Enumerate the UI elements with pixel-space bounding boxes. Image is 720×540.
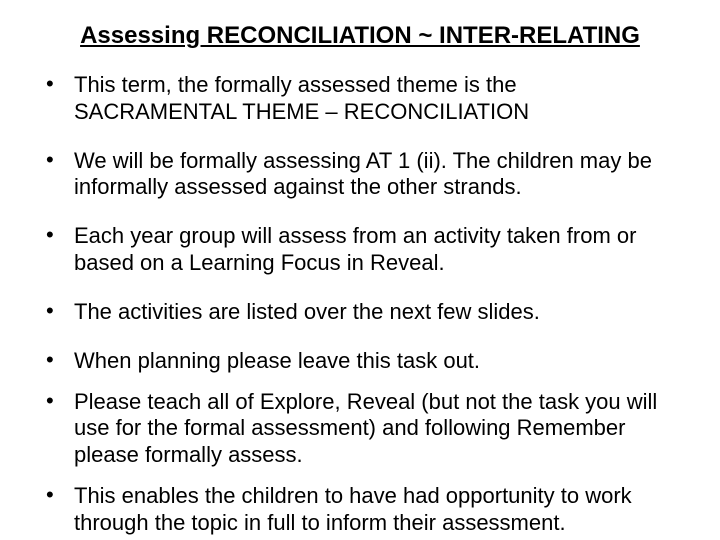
bullet-text: We will be formally assessing AT 1 (ii).… (74, 148, 652, 200)
bullet-list: This term, the formally assessed theme i… (40, 72, 680, 537)
bullet-text: This enables the children to have had op… (74, 483, 632, 535)
slide-title: Assessing RECONCILIATION ~ INTER-RELATIN… (40, 22, 680, 50)
bullet-text: This term, the formally assessed theme i… (74, 72, 529, 124)
list-item: This term, the formally assessed theme i… (40, 72, 680, 126)
bullet-text: When planning please leave this task out… (74, 348, 480, 373)
list-item: Please teach all of Explore, Reveal (but… (40, 389, 680, 469)
bullet-text: The activities are listed over the next … (74, 299, 540, 324)
list-item: We will be formally assessing AT 1 (ii).… (40, 148, 680, 202)
bullet-text: Please teach all of Explore, Reveal (but… (74, 389, 657, 468)
bullet-text: Each year group will assess from an acti… (74, 223, 636, 275)
list-item: This enables the children to have had op… (40, 483, 680, 537)
list-item: The activities are listed over the next … (40, 299, 680, 326)
list-item: Each year group will assess from an acti… (40, 223, 680, 277)
slide: Assessing RECONCILIATION ~ INTER-RELATIN… (0, 0, 720, 540)
list-item: When planning please leave this task out… (40, 348, 680, 375)
